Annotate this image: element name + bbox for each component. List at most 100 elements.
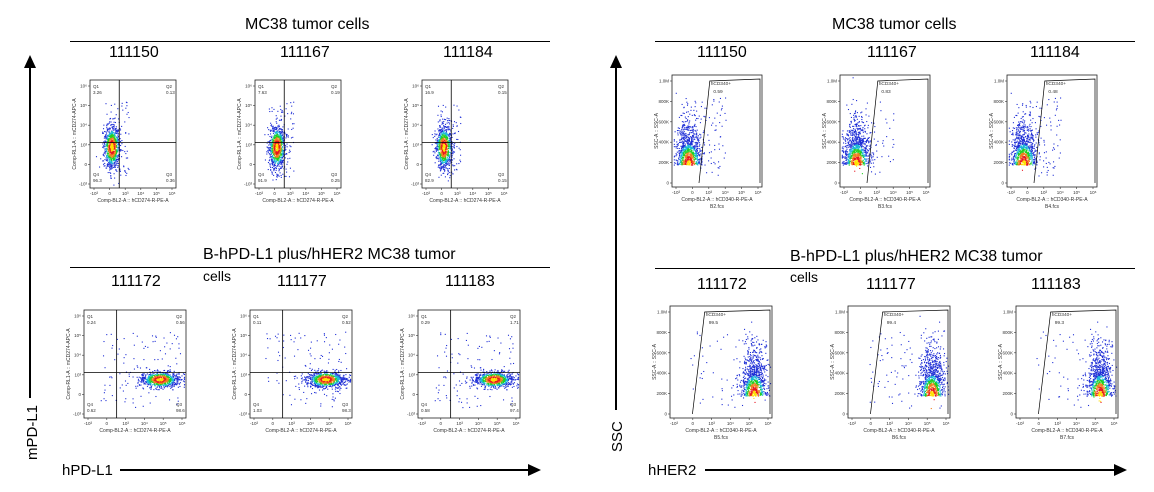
y-tick-label: 400K bbox=[656, 371, 667, 376]
flow-plot-111177-gate: -10³ 0 10³ 10⁴ 10⁵ 10⁶1.0M800K600K400K200K0Co… bbox=[830, 305, 951, 441]
x-tick-label: -10³ bbox=[672, 190, 681, 195]
q2-value: 1.71 bbox=[510, 320, 519, 325]
q2-label: Q2 bbox=[498, 84, 505, 89]
x-tick-label: 10⁴ bbox=[1073, 421, 1080, 426]
x-tick-label: 0 bbox=[108, 191, 111, 196]
x-tick-label: 10⁵ bbox=[318, 191, 325, 196]
plot-frame bbox=[83, 309, 187, 419]
y-tick-label: 1.0M bbox=[659, 79, 669, 84]
plot-frame bbox=[669, 305, 773, 419]
y-tick-label: 0 bbox=[842, 412, 845, 417]
right-top-title: MC38 tumor cells bbox=[832, 16, 957, 33]
y-tick-label: 10⁴ bbox=[240, 353, 247, 358]
y-axis-title: Comp-RL1-A :: mCD274-APC-A bbox=[400, 328, 406, 400]
q4-label: Q4 bbox=[421, 402, 428, 407]
q2-label: Q2 bbox=[166, 84, 173, 89]
y-axis-title: SSC-A :: SSC-A bbox=[830, 343, 836, 380]
y-tick-label: 10⁴ bbox=[412, 123, 419, 128]
x-tick-label: 10⁴ bbox=[137, 191, 144, 196]
plot-frame bbox=[1006, 74, 1098, 188]
plot-frame bbox=[1015, 305, 1119, 419]
x-axis-title: Comp-BL2-A :: hCD274-R-PE-A bbox=[265, 428, 337, 434]
x-tick-label: 0 bbox=[440, 421, 443, 426]
x-tick-label: 10³ bbox=[287, 191, 294, 196]
q1-label: Q1 bbox=[87, 314, 94, 319]
plot-frame bbox=[421, 79, 509, 189]
x-tick-label: 0 bbox=[859, 190, 862, 195]
x-axis-title: Comp-BL2-A :: hCD340-R-PE-A bbox=[681, 197, 753, 203]
y-tick-label: 1.0M bbox=[657, 310, 667, 315]
gate-name: hCD340+ bbox=[884, 312, 905, 318]
x-axis-title: Comp-BL2-A :: hCD340-R-PE-A bbox=[685, 428, 757, 434]
y-tick-label: 10⁴ bbox=[245, 123, 252, 128]
y-tick-label: 10⁵ bbox=[245, 103, 252, 108]
y-tick-label: 0 bbox=[1010, 412, 1013, 417]
density-points bbox=[673, 92, 727, 176]
gate-name: hCD340+ bbox=[879, 81, 900, 87]
q1-value: 0.24 bbox=[87, 320, 96, 325]
left-y-arrowhead bbox=[24, 55, 36, 68]
gate-percent: 0.83 bbox=[881, 89, 891, 95]
density-points bbox=[841, 77, 895, 175]
x-tick-label: 10⁶ bbox=[1090, 190, 1097, 195]
q1-value: 0.11 bbox=[253, 320, 262, 325]
y-tick-label: 10³ bbox=[408, 372, 415, 377]
y-tick-label: 400K bbox=[1002, 371, 1013, 376]
x-tick-label: 10⁶ bbox=[345, 421, 352, 426]
density-points bbox=[690, 321, 772, 408]
q4-label: Q4 bbox=[258, 172, 265, 177]
y-tick-label: -10³ bbox=[411, 182, 420, 187]
gate-percent: 0.48 bbox=[1048, 89, 1058, 95]
q2-label: Q2 bbox=[176, 314, 183, 319]
x-tick-label: 10⁶ bbox=[501, 191, 508, 196]
q2-value: 0.52 bbox=[342, 320, 351, 325]
q3-value: 98.6 bbox=[176, 408, 185, 413]
x-tick-label: 0 bbox=[1026, 190, 1029, 195]
q1-label: Q1 bbox=[421, 314, 428, 319]
y-tick-label: 10⁶ bbox=[412, 84, 419, 89]
right-bottom-title-line2: cells bbox=[790, 269, 819, 285]
q1-value: 7.63 bbox=[258, 90, 267, 95]
y-tick-label: 800K bbox=[834, 330, 845, 335]
x-axis-title: Comp-BL2-A :: hCD340-R-PE-A bbox=[863, 428, 935, 434]
q3-label: Q3 bbox=[176, 402, 183, 407]
left-bottom-rule bbox=[70, 267, 550, 268]
q1-value: 3.26 bbox=[93, 90, 102, 95]
flow-plot-111177-quadrant: -10³ 0 10³ 10⁴ 10⁵ 10⁶ 10⁶ 10⁵ 10⁴ 10³ 0 -10³ Comp-B… bbox=[232, 309, 353, 434]
x-tick-label: 10³ bbox=[874, 190, 881, 195]
q3-label: Q3 bbox=[510, 402, 517, 407]
x-tick-label: 10³ bbox=[122, 191, 129, 196]
left-y-axis-label: mPD-L1 bbox=[24, 404, 41, 460]
gate-name: hCD340+ bbox=[1052, 312, 1073, 318]
q1-label: Q1 bbox=[253, 314, 260, 319]
x-tick-label: 10⁶ bbox=[179, 421, 186, 426]
x-tick-label: 10³ bbox=[708, 421, 715, 426]
q1-value: 0.29 bbox=[421, 320, 430, 325]
x-tick-label: -10³ bbox=[1016, 421, 1025, 426]
q4-value: 1.03 bbox=[253, 408, 262, 413]
gate-percent: 99.5 bbox=[709, 320, 719, 326]
right-bottom-rule bbox=[655, 268, 1135, 269]
y-tick-label: 800K bbox=[656, 330, 667, 335]
x-tick-label: 0 bbox=[272, 421, 275, 426]
right-bottom-id-3: 111183 bbox=[1031, 276, 1081, 293]
y-tick-label: 600K bbox=[1002, 350, 1013, 355]
y-tick-label: 10⁶ bbox=[240, 314, 247, 319]
x-tick-label: -10³ bbox=[90, 191, 99, 196]
q1-label: Q1 bbox=[425, 84, 432, 89]
q2-label: Q2 bbox=[331, 84, 338, 89]
q4-label: Q4 bbox=[253, 402, 260, 407]
y-tick-label: 10⁶ bbox=[80, 84, 87, 89]
y-tick-label: -10³ bbox=[407, 412, 416, 417]
density-points bbox=[869, 315, 950, 410]
flow-plot-111167-quadrant: -10³ 0 10³ 10⁴ 10⁵ 10⁶ 10⁶ 10⁵ 10⁴ 10³ 0 -10³ Comp-B… bbox=[237, 79, 342, 204]
y-tick-label: 10⁵ bbox=[80, 103, 87, 108]
file-name: B2.fcs bbox=[710, 204, 724, 210]
x-tick-label: 10⁵ bbox=[153, 191, 160, 196]
x-axis-title: Comp-BL2-A :: hCD340-R-PE-A bbox=[1016, 197, 1088, 203]
left-bottom-id-1: 111172 bbox=[111, 273, 161, 290]
y-tick-label: 400K bbox=[658, 140, 669, 145]
x-axis-title: Comp-BL2-A :: hCD274-R-PE-A bbox=[429, 198, 501, 204]
density-points bbox=[265, 331, 352, 408]
x-tick-label: 10⁵ bbox=[326, 421, 333, 426]
